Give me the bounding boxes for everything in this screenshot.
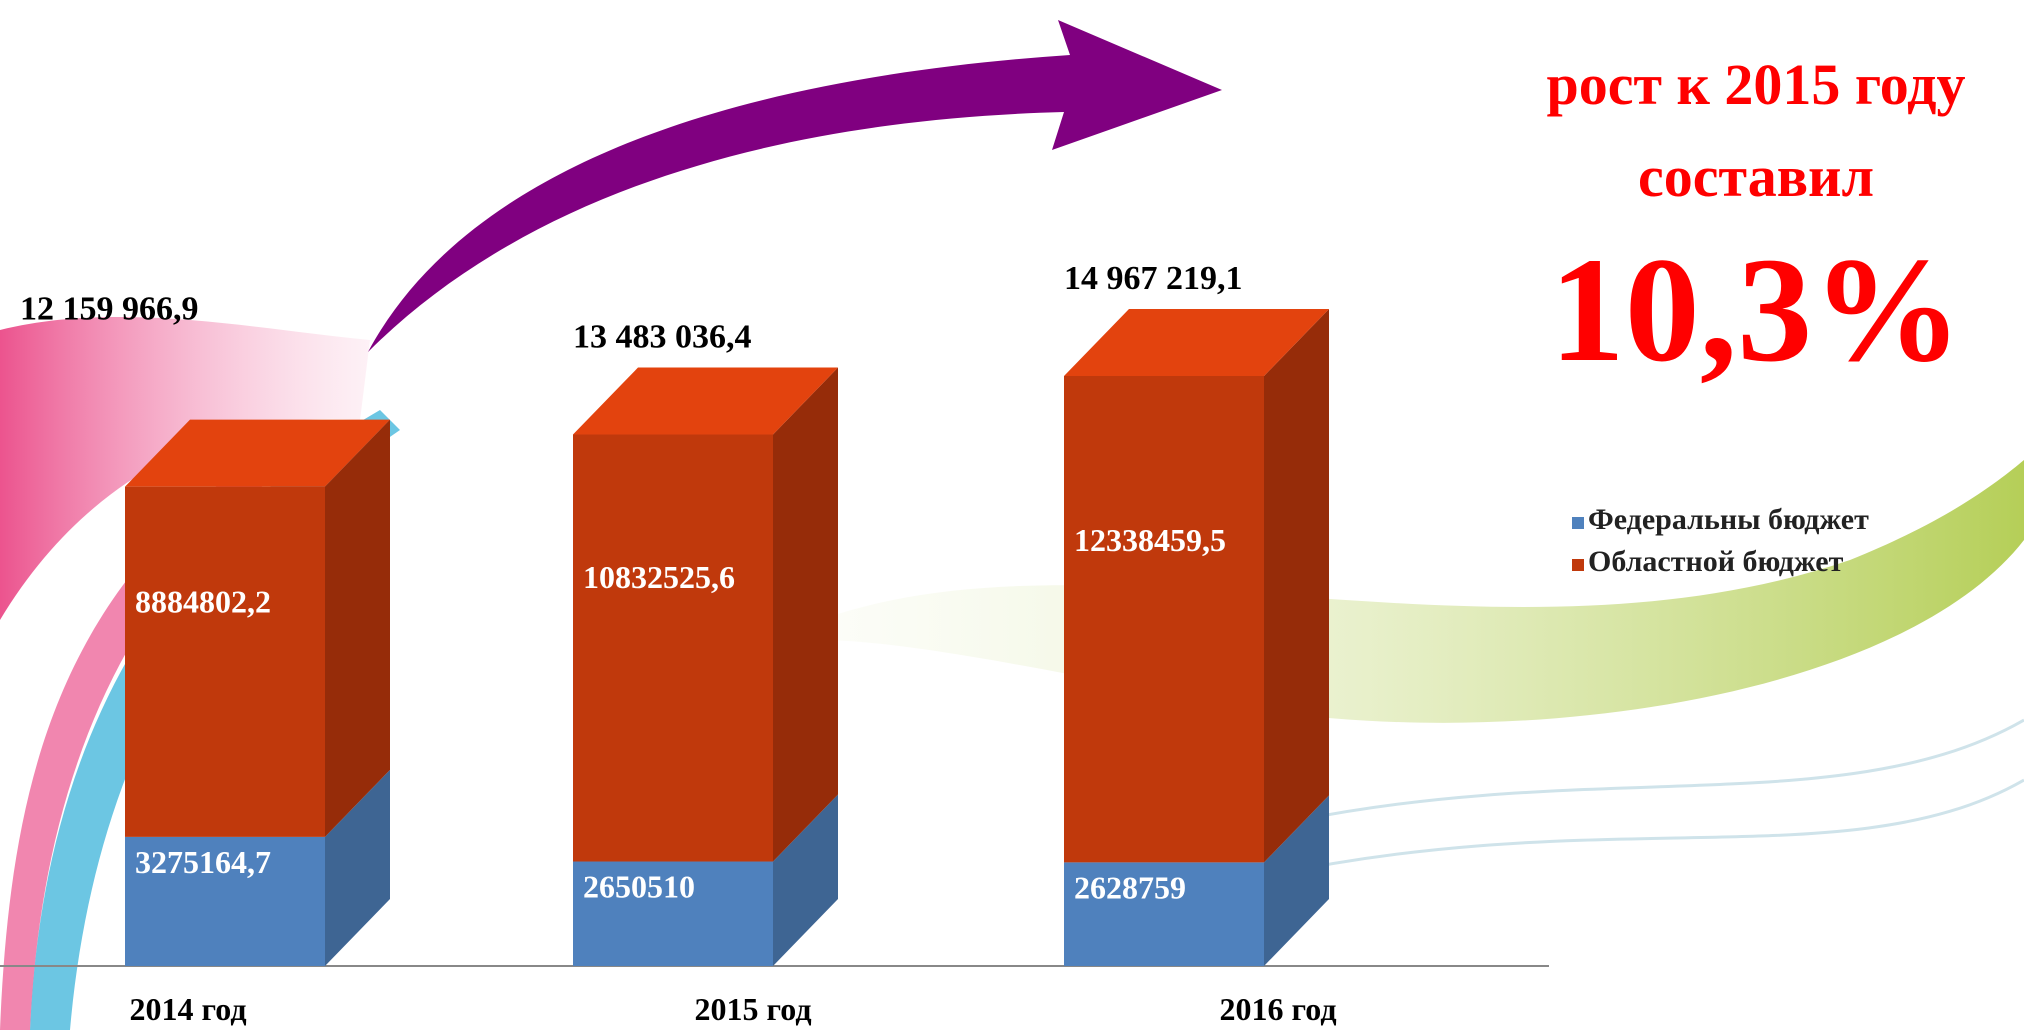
total-label: 14 967 219,1 [1064, 260, 1243, 297]
bar-front [573, 435, 773, 862]
legend-swatch [1572, 517, 1584, 529]
annotation-line: рост к 2015 году [1547, 52, 1966, 117]
x-tick-label: 2014 год [130, 991, 247, 1027]
value-label: 3275164,7 [135, 844, 271, 880]
bar-side [1264, 309, 1329, 862]
value-label: 2628759 [1074, 869, 1186, 905]
bar-side [325, 420, 390, 837]
bar-side [773, 368, 838, 862]
total-label: 13 483 036,4 [573, 319, 752, 356]
bar-segment [573, 368, 838, 862]
bar-front [125, 487, 325, 837]
total-label: 12 159 966,9 [20, 291, 199, 328]
annotation-line: составил [1638, 144, 1874, 209]
bar-segment [1064, 309, 1329, 862]
value-label: 12338459,5 [1074, 522, 1226, 558]
chart: рост к 2015 году составил 10,3% 3275164,… [0, 0, 2024, 1030]
value-label: 8884802,2 [135, 584, 271, 620]
legend-label: Федеральны бюджет [1588, 503, 1869, 536]
legend-swatch [1572, 559, 1584, 571]
legend-label: Областной бюджет [1588, 545, 1844, 578]
bar-front [1064, 376, 1264, 862]
annotation: рост к 2015 году составил 10,3% [1547, 52, 1966, 393]
growth-arrow [368, 20, 1222, 352]
x-tick-label: 2015 год [695, 991, 812, 1027]
value-label: 10832525,6 [583, 559, 735, 595]
bar-segment [125, 420, 390, 837]
value-label: 2650510 [583, 869, 695, 905]
annotation-value: 10,3% [1550, 227, 1963, 393]
x-tick-label: 2016 год [1220, 991, 1337, 1027]
